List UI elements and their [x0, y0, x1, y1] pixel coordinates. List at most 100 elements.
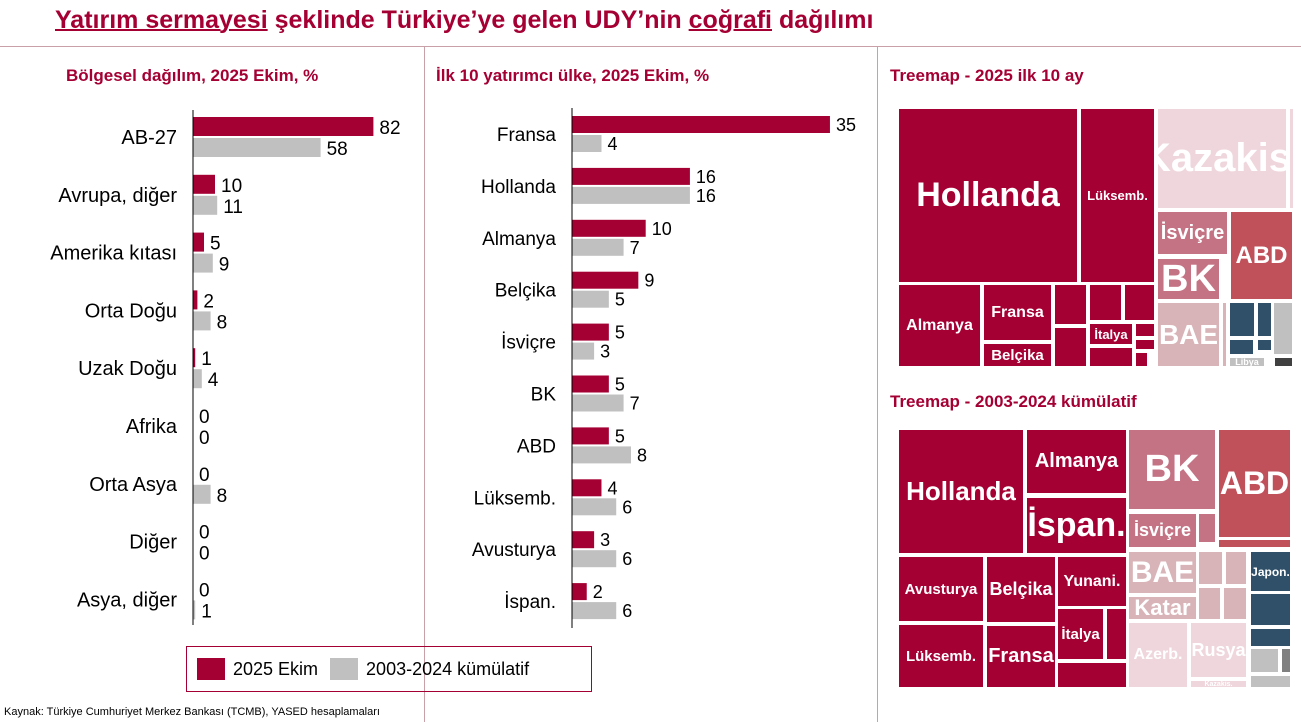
treemap-label: Almanya	[906, 316, 973, 334]
treemap-label: BAE	[1130, 555, 1195, 589]
treemap-label: BK	[1144, 448, 1200, 490]
bar	[572, 342, 595, 360]
title-part: coğrafi	[688, 6, 772, 34]
category-label: AB-27	[121, 127, 177, 149]
treemap-label: Katar	[1134, 596, 1191, 620]
category-label: Orta Doğu	[85, 300, 177, 322]
bar	[572, 271, 639, 289]
data-label: 3	[600, 530, 610, 550]
data-label: 8	[217, 312, 228, 333]
data-label: 7	[630, 394, 640, 414]
bar	[572, 116, 830, 133]
category-label: Asya, diğer	[77, 589, 177, 611]
legend-label: 2025 Ekim	[233, 658, 319, 679]
treemap-cell	[1273, 356, 1294, 368]
legend-item: 2003-2024 kümülatif	[330, 658, 529, 680]
data-label: 0	[199, 465, 210, 486]
bar	[193, 253, 213, 273]
bar	[193, 195, 218, 215]
data-label: 0	[199, 580, 210, 601]
treemap-cell	[1221, 301, 1228, 368]
treemap-cell: ABD	[1217, 428, 1292, 539]
bar	[572, 531, 595, 549]
category-label: Uzak Doğu	[78, 358, 177, 380]
treemap-label: Fransa	[988, 645, 1054, 667]
legend-item: 2025 Ekim	[197, 658, 318, 680]
bar	[572, 135, 602, 152]
treemap-label: BAE	[1158, 318, 1219, 350]
treemap-cell: Kazakis.	[1189, 679, 1248, 689]
treemap-label: Libya	[1235, 357, 1259, 367]
data-label: 10	[652, 219, 672, 239]
bar	[193, 369, 202, 389]
data-label: 4	[607, 478, 617, 498]
category-label: Avusturya	[472, 540, 557, 561]
treemap-cell	[1134, 322, 1156, 338]
treemap-cell: Azerb.	[1127, 621, 1189, 689]
data-label: 6	[622, 549, 632, 569]
treemap-cell	[1134, 351, 1149, 368]
data-label: 9	[219, 255, 230, 276]
treemap-cell	[1134, 338, 1156, 351]
treemap-label: İsviçre	[1160, 221, 1225, 244]
treemap-cell	[1088, 283, 1123, 322]
bar	[193, 290, 198, 310]
bar	[572, 238, 624, 256]
treemap-cell: İsviçre	[1127, 512, 1198, 549]
treemap-cell	[1224, 550, 1248, 586]
treemap-cell: Lüksemb.	[897, 623, 985, 689]
data-label: 82	[379, 118, 400, 139]
bar	[572, 479, 602, 497]
treemap2-title: Treemap - 2003-2024 kümülatif	[890, 392, 1137, 411]
title-part: dağılımı	[772, 6, 874, 34]
treemap-label: Hollanda	[916, 176, 1060, 214]
treemap-cell: BAE	[1127, 550, 1198, 595]
bar	[572, 498, 617, 516]
bar	[572, 550, 617, 568]
treemap-label: Kazakis.	[1157, 136, 1287, 180]
category-label: Almanya	[482, 229, 556, 250]
data-label: 1	[201, 349, 212, 370]
treemap-label: Kazakis.	[1204, 680, 1233, 688]
legend: 2025 Ekim 2003-2024 kümülatif	[186, 646, 592, 692]
source-note: Kaynak: Türkiye Cumhuriyet Merkez Bankas…	[4, 706, 380, 718]
title-part: şeklinde Türkiye’ye gelen UDY’nin	[267, 6, 689, 34]
treemap-cell: Japon.	[1249, 550, 1292, 593]
data-label: 6	[622, 601, 632, 621]
bar	[193, 138, 321, 157]
treemap-label: Avusturya	[904, 580, 978, 598]
treemap-cell: Belçika	[985, 555, 1057, 624]
data-label: 10	[221, 176, 242, 197]
data-label: 5	[210, 234, 221, 255]
treemap1-title: Treemap - 2025 ilk 10 ay	[890, 66, 1084, 85]
bar	[193, 600, 196, 620]
treemap-label: Azerb.	[1133, 646, 1183, 663]
treemap-label: Yunani.	[1063, 572, 1121, 590]
category-label: Amerika kıtası	[50, 243, 177, 265]
treemap-label: İtalya	[1061, 625, 1100, 643]
data-label: 0	[199, 523, 210, 544]
data-label: 58	[327, 139, 348, 160]
data-label: 0	[199, 544, 210, 565]
data-label: 5	[615, 323, 625, 343]
data-label: 6	[622, 497, 632, 517]
data-label: 0	[199, 407, 210, 428]
divider	[0, 46, 1301, 47]
treemap-label: İtalya	[1094, 326, 1128, 342]
data-label: 9	[644, 271, 654, 291]
treemap-cell: Kazakis.	[1156, 107, 1288, 210]
treemap-cell	[1123, 283, 1156, 322]
data-label: 0	[199, 428, 210, 449]
treemap-cell: Yunani.	[1056, 555, 1128, 608]
data-label: 1	[201, 601, 212, 622]
treemap-cell: BK	[1156, 257, 1221, 301]
treemap-cell	[1249, 674, 1292, 689]
chart2-title: İlk 10 yatırımcı ülke, 2025 Ekim, %	[436, 66, 710, 85]
bar	[572, 167, 690, 185]
treemap-cell: Fransa	[982, 283, 1053, 342]
treemap-cell	[1105, 607, 1128, 661]
treemap-cell	[1197, 512, 1217, 544]
divider	[877, 47, 878, 722]
data-label: 11	[223, 197, 243, 218]
treemap-cell: Avusturya	[897, 555, 985, 623]
